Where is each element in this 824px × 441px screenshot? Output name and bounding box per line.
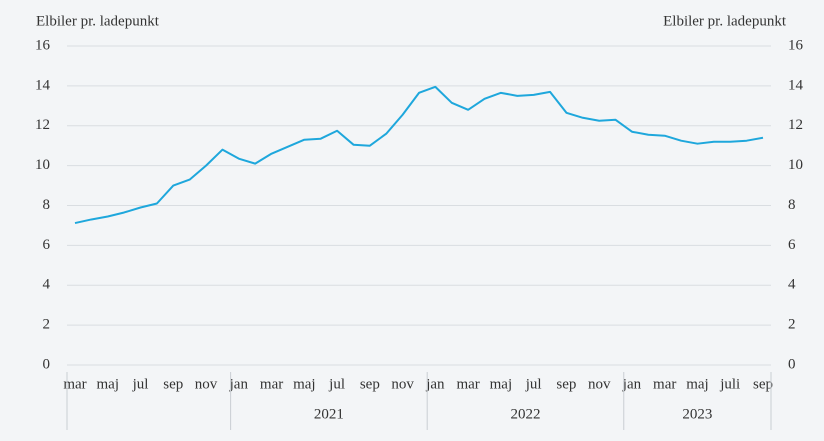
y-tick-label: 14 xyxy=(35,77,51,93)
x-tick-label: maj xyxy=(293,376,316,392)
y2-tick-label: 4 xyxy=(788,277,796,293)
y-tick-label: 0 xyxy=(43,356,51,372)
y-tick-label: 8 xyxy=(43,197,51,213)
x-group-label: 2022 xyxy=(510,406,540,422)
x-tick-label: mar xyxy=(653,376,676,392)
x-tick-label: maj xyxy=(490,376,513,392)
x-tick-label: maj xyxy=(686,376,709,392)
x-tick-label: maj xyxy=(97,376,120,392)
x-tick-label: jul xyxy=(525,376,542,392)
y-tick-label: 2 xyxy=(43,317,51,333)
x-tick-label: mar xyxy=(260,376,283,392)
x-group-label: 2023 xyxy=(682,406,712,422)
y-tick-label: 16 xyxy=(35,37,51,53)
x-tick-label: mar xyxy=(456,376,479,392)
x-tick-label: mar xyxy=(63,376,86,392)
y2-tick-label: 16 xyxy=(788,37,804,53)
x-tick-label: nov xyxy=(195,376,218,392)
x-tick-label: sep xyxy=(163,376,183,392)
y2-tick-label: 12 xyxy=(788,117,803,133)
y-tick-label: 10 xyxy=(35,157,50,173)
y2-tick-label: 14 xyxy=(788,77,804,93)
y2-tick-label: 10 xyxy=(788,157,803,173)
x-tick-label: jul xyxy=(132,376,149,392)
y2-tick-label: 6 xyxy=(788,237,796,253)
x-tick-label: jan xyxy=(425,376,445,392)
y-axis-label: Elbiler pr. ladepunkt xyxy=(36,13,160,29)
y2-tick-label: 0 xyxy=(788,356,796,372)
x-tick-label: sep xyxy=(360,376,380,392)
x-tick-label: jan xyxy=(229,376,249,392)
x-tick-label: nov xyxy=(588,376,611,392)
x-group-label: 2021 xyxy=(314,406,344,422)
y2-axis-label: Elbiler pr. ladepunkt xyxy=(663,13,787,29)
y2-tick-label: 2 xyxy=(788,317,796,333)
y-tick-label: 4 xyxy=(43,277,51,293)
x-tick-label: sep xyxy=(556,376,576,392)
x-tick-label: nov xyxy=(391,376,414,392)
x-tick-label: juli xyxy=(719,376,740,392)
x-tick-label: jul xyxy=(328,376,345,392)
y2-tick-label: 8 xyxy=(788,197,796,213)
y-tick-label: 6 xyxy=(43,237,51,253)
y-tick-label: 12 xyxy=(35,117,50,133)
x-tick-label: sep xyxy=(753,376,773,392)
data-line xyxy=(74,85,764,225)
x-tick-label: jan xyxy=(622,376,642,392)
